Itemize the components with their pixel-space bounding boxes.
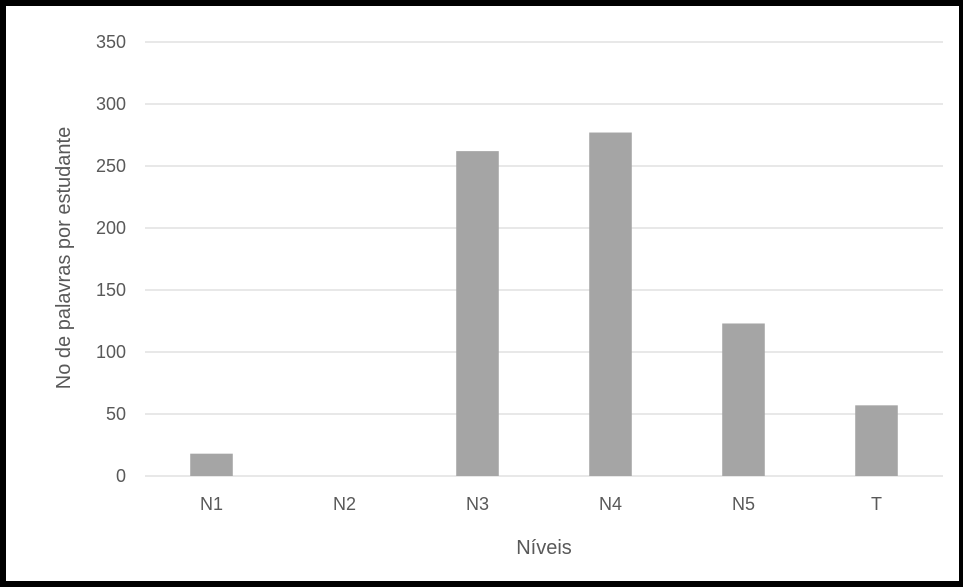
x-tick-label: T (871, 494, 882, 514)
x-tick-label: N4 (599, 494, 622, 514)
y-tick-label: 250 (96, 156, 126, 176)
y-tick-label: 100 (96, 342, 126, 362)
y-axis-title: No de palavras por estudante (53, 127, 75, 389)
y-axis-ticks: 0 50 100 150 200 250 300 350 (96, 32, 126, 486)
y-tick-label: 350 (96, 32, 126, 52)
x-tick-label: N3 (466, 494, 489, 514)
x-tick-label: N5 (732, 494, 755, 514)
y-tick-label: 0 (116, 466, 126, 486)
bar-t (855, 405, 898, 476)
bar-n5 (722, 323, 765, 476)
y-tick-label: 150 (96, 280, 126, 300)
y-tick-label: 300 (96, 94, 126, 114)
x-axis-ticks: N1 N2 N3 N4 N5 T (200, 494, 882, 514)
x-tick-label: N1 (200, 494, 223, 514)
gridlines (145, 41, 943, 477)
y-tick-label: 200 (96, 218, 126, 238)
y-tick-label: 50 (106, 404, 126, 424)
x-tick-label: N2 (333, 494, 356, 514)
bars (190, 132, 898, 476)
bar-n3 (456, 151, 499, 476)
x-axis-title: Níveis (516, 537, 572, 559)
bar-n4 (589, 132, 632, 476)
bar-n1 (190, 453, 233, 476)
